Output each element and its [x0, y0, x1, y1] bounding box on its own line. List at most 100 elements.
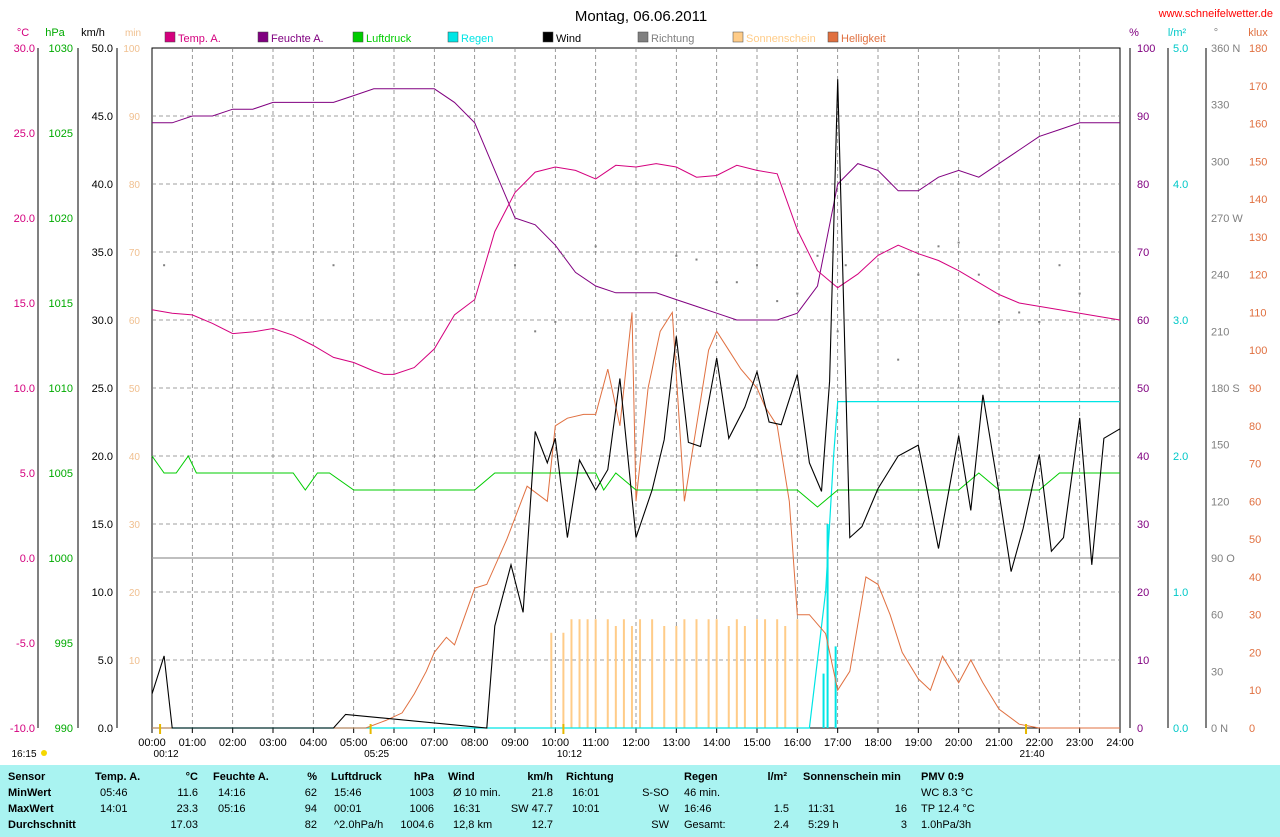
x-tick-label: 06:00 — [380, 737, 408, 749]
series-layer — [151, 79, 1121, 729]
humidity-axis-tick-label: 100 — [1137, 43, 1155, 55]
pressure-axis-tick-label: 1015 — [49, 298, 73, 310]
wind-axis-unit: km/h — [81, 27, 105, 39]
temperature-line — [151, 163, 1121, 375]
stats-header-humidity-unit: % — [307, 771, 317, 783]
stats-row-label: MaxWert — [8, 803, 54, 815]
stats-rain-time: 16:46 — [684, 803, 712, 815]
stats-header-humidity: Feuchte A. — [213, 771, 269, 783]
wind-axis-tick-label: 40.0 — [92, 179, 113, 191]
stats-sunshine-time: 5:29 h — [808, 819, 839, 831]
x-tick-label: 13:00 — [663, 737, 691, 749]
stats-direction-value: SW — [651, 819, 669, 831]
klux-axis-tick-label: 20 — [1249, 647, 1261, 659]
stats-sunshine-time: 11:31 — [808, 803, 835, 815]
wind-axis-tick-label: 10.0 — [92, 587, 113, 599]
direction-axis-tick-label: 120 — [1211, 496, 1229, 508]
stats-sunshine-value: 3 — [900, 819, 907, 831]
direction-axis-tick-label: 360 N — [1211, 43, 1240, 55]
sunshine-axis-tick-label: 10 — [129, 656, 141, 667]
direction-point — [594, 245, 597, 248]
stats-direction-time: 10:01 — [572, 803, 600, 815]
wind-axis-tick-label: 30.0 — [92, 315, 113, 327]
rain-line — [152, 401, 1120, 729]
klux-axis-tick-label: 120 — [1249, 270, 1267, 282]
legend-swatch — [447, 31, 459, 43]
legend-swatch — [637, 31, 649, 43]
klux-axis-tick-label: 80 — [1249, 421, 1261, 433]
time-marker-label: 00:12 — [154, 749, 179, 760]
wind-axis-tick-label: 0.0 — [98, 723, 113, 735]
sunshine-axis-tick-label: 90 — [129, 112, 141, 123]
x-tick-label: 23:00 — [1066, 737, 1094, 749]
x-tick-label: 09:00 — [501, 737, 529, 749]
humidity-line — [152, 88, 1120, 321]
x-tick-label: 15:00 — [743, 737, 771, 749]
legend-swatch — [164, 31, 176, 43]
statistics-table: Sensor Temp. A. °C Feuchte A.% Luftdruck hPa W… — [0, 765, 1280, 837]
sun-marker-icon — [41, 750, 47, 756]
x-tick-label: 05:00 — [340, 737, 368, 749]
direction-axis-tick-label: 30 — [1211, 666, 1223, 678]
x-tick-label: 04:00 — [300, 737, 328, 749]
temp-axis-tick-label: 25.0 — [14, 128, 35, 140]
klux-axis-tick-label: 30 — [1249, 610, 1261, 622]
time-marker-label: 10:12 — [557, 749, 582, 760]
axes-layer: 00:00 01:00 02:00 03:00 04:00 05:00 06:00 07:00… — [10, 27, 1268, 749]
direction-point — [917, 273, 920, 276]
direction-point — [977, 273, 980, 276]
stats-temp-time: 05:46 — [100, 787, 128, 799]
wind-line — [151, 79, 1121, 729]
stats-direction-time: 16:01 — [572, 787, 600, 799]
humidity-axis-tick-label: 30 — [1137, 519, 1149, 531]
direction-point — [836, 330, 839, 333]
legend-swatch — [827, 31, 839, 43]
direction-point — [675, 254, 678, 257]
stats-header-wind: Wind — [448, 771, 475, 783]
humidity-axis-tick-label: 0 — [1137, 723, 1143, 735]
stats-header-temp: Temp. A. — [95, 771, 141, 783]
stats-pmv-value: TP 12.4 °C — [921, 803, 975, 815]
stats-wind-time: 12,8 km — [453, 819, 493, 831]
direction-point — [534, 330, 537, 333]
stats-humidity-value: 94 — [304, 803, 317, 815]
x-tick-label: 12:00 — [622, 737, 650, 749]
temp-axis-unit: °C — [17, 27, 29, 39]
humidity-axis-tick-label: 80 — [1137, 179, 1149, 191]
pressure-axis-unit: hPa — [45, 27, 65, 39]
stats-header-rain-unit: l/m² — [767, 771, 787, 783]
temp-axis-tick-label: 10.0 — [14, 383, 35, 395]
stats-pressure-time: ^2.0hPa/h — [334, 819, 384, 831]
direction-axis-tick-label: 210 — [1211, 326, 1229, 338]
x-tick-label: 00:00 — [138, 737, 166, 749]
direction-axis-tick-label: 240 — [1211, 270, 1229, 282]
x-tick-label: 03:00 — [259, 737, 287, 749]
time-marker-label: 21:40 — [1020, 749, 1045, 760]
stats-temp-value: 17.03 — [170, 819, 198, 831]
legend-label: Regen — [461, 33, 493, 45]
stats-header-pressure-unit: hPa — [413, 771, 434, 783]
klux-axis-tick-label: 140 — [1249, 194, 1267, 206]
klux-axis-tick-label: 90 — [1249, 383, 1261, 395]
direction-axis-tick-label: 300 — [1211, 156, 1229, 168]
stats-header-direction: Richtung — [566, 771, 614, 783]
stats-rain-value: 2.4 — [773, 819, 789, 831]
wind-axis-tick-label: 20.0 — [92, 451, 113, 463]
sunshine-axis-tick-label: 70 — [129, 248, 141, 259]
sunshine-axis-tick-label: 60 — [129, 316, 141, 327]
sunshine-axis-tick-label: 40 — [129, 452, 141, 463]
stats-pressure-value: 1003 — [409, 787, 434, 799]
direction-point — [844, 264, 847, 267]
stats-pressure-value: 1004.6 — [400, 819, 434, 831]
x-tick-label: 21:00 — [985, 737, 1013, 749]
stats-header-sensor: Sensor — [8, 771, 46, 783]
x-tick-label: 16:00 — [784, 737, 812, 749]
stats-temp-value: 23.3 — [176, 803, 198, 815]
stats-header-pressure: Luftdruck — [331, 771, 382, 783]
x-tick-label: 08:00 — [461, 737, 489, 749]
klux-axis-tick-label: 0 — [1249, 723, 1255, 735]
pressure-axis-tick-label: 1010 — [49, 383, 73, 395]
x-tick-label: 20:00 — [945, 737, 973, 749]
legend-label: Luftdruck — [366, 33, 412, 45]
direction-axis-tick-label: 270 W — [1211, 213, 1243, 225]
